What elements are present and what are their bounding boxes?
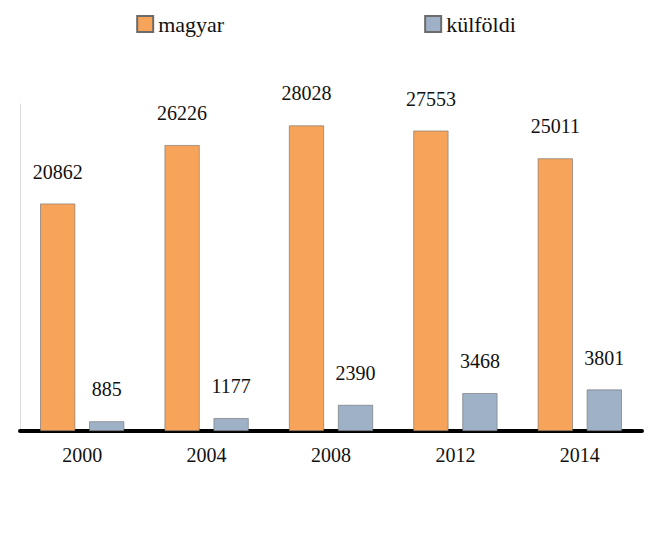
svg-text:20862: 20862 [33, 161, 83, 183]
svg-text:külföldi: külföldi [446, 12, 516, 37]
svg-text:25011: 25011 [531, 115, 580, 137]
svg-text:27553: 27553 [406, 88, 456, 110]
svg-text:2012: 2012 [435, 444, 475, 466]
svg-text:magyar: magyar [158, 12, 225, 37]
svg-text:26226: 26226 [157, 102, 207, 124]
svg-text:2004: 2004 [187, 444, 227, 466]
svg-text:2000: 2000 [62, 444, 102, 466]
svg-text:885: 885 [92, 378, 122, 400]
svg-text:2008: 2008 [311, 444, 351, 466]
svg-text:1177: 1177 [211, 375, 250, 397]
svg-text:2390: 2390 [336, 362, 376, 384]
svg-text:2014: 2014 [560, 444, 600, 466]
svg-text:3468: 3468 [460, 350, 500, 372]
svg-text:28028: 28028 [282, 82, 332, 104]
svg-text:3801: 3801 [584, 347, 624, 369]
